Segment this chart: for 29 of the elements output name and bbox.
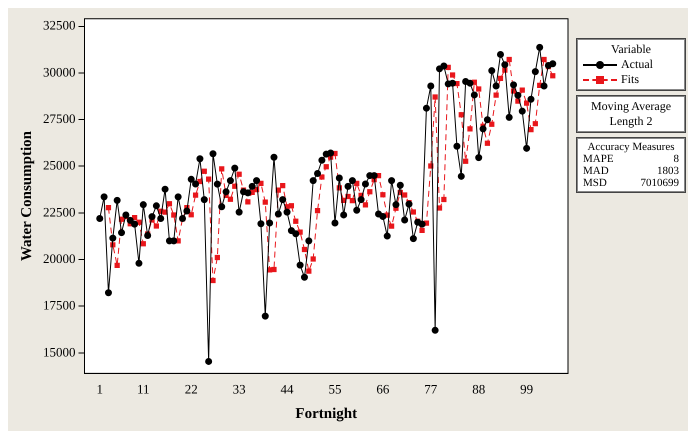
text: Accuracy Measures — [586, 141, 676, 153]
x-tick-label: 44 — [280, 382, 294, 397]
y-tick-label: 32500 — [43, 18, 76, 33]
x-tick-label: 66 — [376, 382, 390, 397]
y-tick-label: 20000 — [43, 250, 76, 266]
text: Moving Average — [590, 99, 672, 114]
y-tick-label: 27500 — [43, 111, 76, 126]
legend-title: Variable — [610, 42, 652, 57]
y-tick-label: 17500 — [43, 298, 76, 313]
x-tick-label: 11 — [137, 382, 150, 397]
x-tick-label: 99 — [520, 382, 534, 397]
y-axis-title: Water Consumption — [18, 130, 35, 262]
y-tick-label: 15000 — [43, 344, 76, 360]
y-tick-label: 30000 — [43, 64, 76, 80]
legend-label: Fits — [621, 72, 640, 87]
legend-label: Actual — [621, 57, 653, 72]
x-tick-label: 77 — [424, 382, 438, 397]
x-tick-label: 22 — [184, 382, 198, 397]
x-tick-label: 88 — [472, 382, 486, 397]
x-tick-label: 1 — [96, 382, 103, 397]
x-tick-label: 33 — [232, 382, 246, 397]
y-tick-label: 22500 — [43, 204, 76, 220]
x-axis-title: Fortnight — [295, 406, 358, 422]
text: MAPE 8 — [583, 153, 679, 165]
text: MSD 7010699 — [583, 177, 679, 189]
y-tick-label: 25000 — [43, 158, 76, 173]
text: MAD 1803 — [583, 165, 679, 177]
text: Length 2 — [608, 114, 654, 129]
x-tick-label: 55 — [328, 382, 342, 397]
